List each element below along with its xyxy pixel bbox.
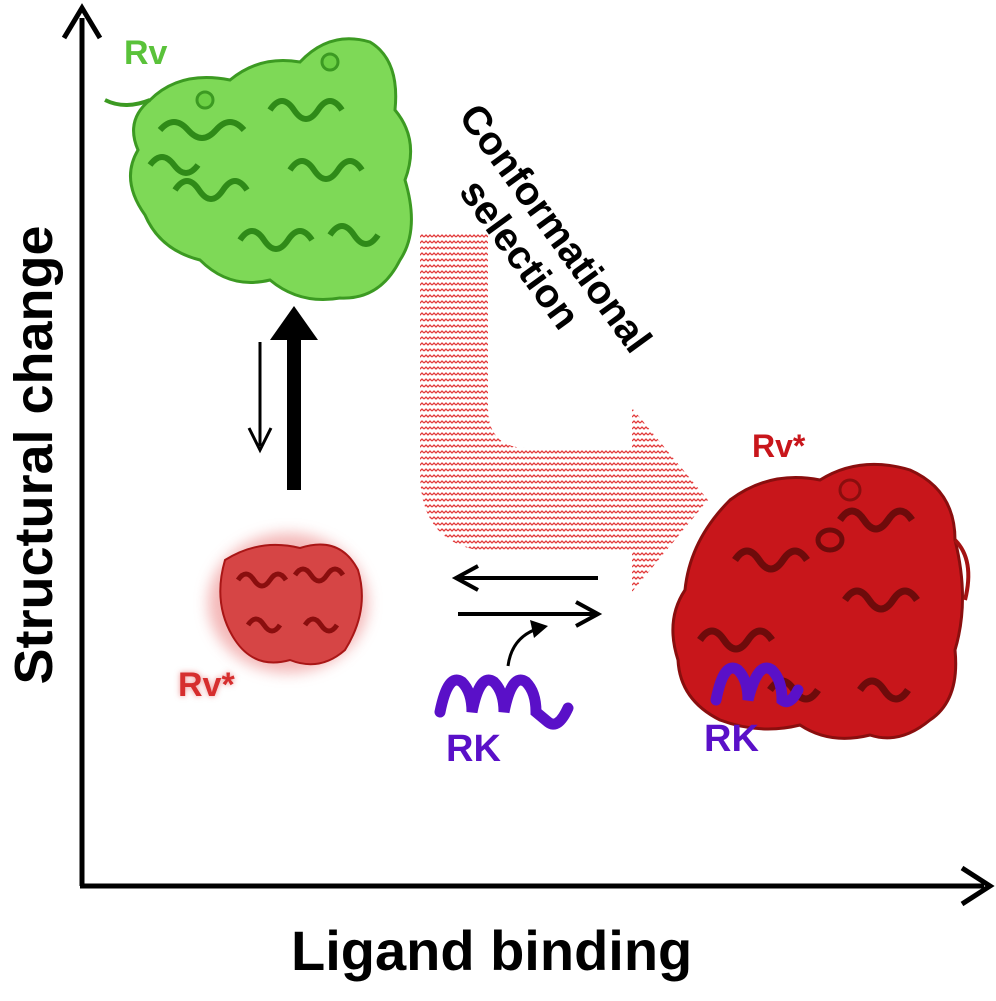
rv-label: Rv [124, 34, 168, 72]
rv-star-complex-label: Rv* [752, 428, 806, 464]
vertical-equilibrium-arrows [247, 306, 318, 490]
rk-label: RK [446, 728, 501, 770]
axes [61, 3, 995, 907]
up-arrowhead-icon [270, 306, 318, 340]
protein-rv-star-small-icon [208, 533, 368, 673]
conformational-selection-arrow-icon [420, 232, 708, 592]
bound-rk-peptide-icon [710, 662, 804, 708]
rk-complex-label: RK [704, 718, 759, 760]
x-axis-title: Ligand binding [291, 919, 693, 982]
peptide-rk-icon [434, 620, 574, 730]
y-axis-title: Structural change [4, 225, 64, 685]
x-axis-arrowhead-icon [960, 865, 995, 907]
down-arrowhead-icon [247, 427, 273, 454]
protein-rv-star-complex-icon [671, 462, 971, 740]
left-arrowhead-icon [451, 564, 479, 592]
rv-star-small-label: Rv* [178, 666, 235, 704]
binding-arrowhead-icon [530, 620, 548, 638]
protein-rv-green-icon [104, 37, 413, 302]
y-axis-arrowhead-icon [61, 3, 103, 40]
right-arrowhead-icon [575, 600, 603, 628]
horizontal-equilibrium-arrows [451, 564, 603, 628]
